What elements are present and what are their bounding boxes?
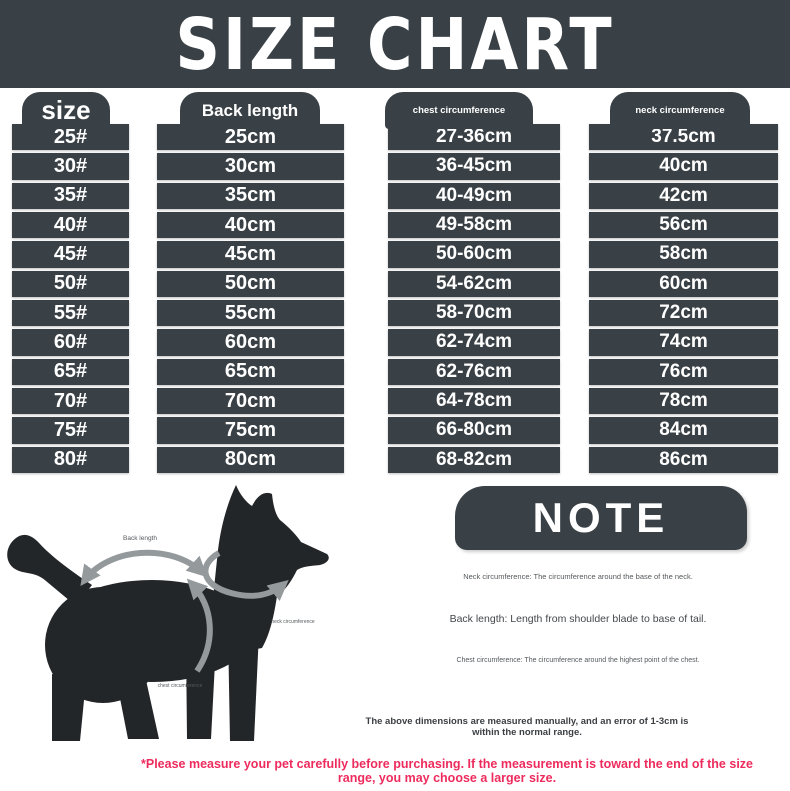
neck-circumference-cell: 56cm	[589, 211, 778, 239]
size-cell: 60#	[12, 329, 129, 356]
diagram-chest-circumference-label: chest circumference	[158, 683, 203, 689]
back-length-cell: 60cm	[157, 329, 344, 356]
back-length-cell: 50cm	[157, 270, 344, 297]
size-cell: 65#	[12, 358, 129, 385]
column-header-size: size	[22, 92, 110, 129]
chest-circumference-cell: 40-49cm	[388, 182, 560, 209]
size-column: 25# 30# 35# 40# 45# 50# 55# 60# 65# 70# …	[12, 124, 129, 473]
back-length-cell: 35cm	[157, 182, 344, 209]
chest-circumference-cell: 66-80cm	[388, 417, 560, 444]
neck-circumference-cell: 84cm	[589, 417, 778, 444]
chest-circumference-cell: 54-62cm	[388, 270, 560, 297]
column-header-size-label: size	[41, 95, 91, 125]
chest-circumference-cell: 62-74cm	[388, 329, 560, 356]
note-neck-circumference-line: Neck circumference: The circumference ar…	[463, 572, 693, 581]
note-tolerance-line: The above dimensions are measured manual…	[365, 716, 689, 738]
chest-circumference-cell: 49-58cm	[388, 211, 560, 239]
neck-circumference-cell: 58cm	[589, 241, 778, 268]
measure-warning-text: *Please measure your pet carefully befor…	[141, 757, 753, 785]
note-back-length-line: Back length: Length from shoulder blade …	[449, 613, 707, 625]
size-cell: 50#	[12, 270, 129, 297]
note-panel: NOTE	[455, 486, 747, 550]
neck-circumference-cell: 76cm	[589, 358, 778, 385]
measurement-arrows	[80, 549, 289, 673]
back-length-arrow	[80, 549, 208, 586]
dog-measurement-diagram: Back length neck circumference chest cir…	[7, 485, 329, 741]
note-chest-circumference-line: Chest circumference: The circumference a…	[456, 657, 700, 664]
chest-circumference-cell: 58-70cm	[388, 299, 560, 327]
neck-circumference-cell: 86cm	[589, 446, 778, 473]
neck-circumference-cell: 78cm	[589, 387, 778, 415]
size-cell: 40#	[12, 211, 129, 239]
back-length-cell: 55cm	[157, 299, 344, 327]
diagram-back-length-label: Back length	[123, 535, 157, 542]
column-header-back-length: Back length	[180, 92, 320, 129]
column-header-neck-circumference-label: neck circumference	[635, 105, 725, 116]
chest-circumference-cell: 68-82cm	[388, 446, 560, 473]
note-title: NOTE	[532, 494, 670, 541]
size-cell: 70#	[12, 387, 129, 415]
size-cell: 80#	[12, 446, 129, 473]
neck-circumference-cell: 42cm	[589, 182, 778, 209]
back-length-cell: 70cm	[157, 387, 344, 415]
size-cell: 75#	[12, 417, 129, 444]
neck-circumference-cell: 74cm	[589, 329, 778, 356]
back-length-cell: 40cm	[157, 211, 344, 239]
neck-circumference-cell: 40cm	[589, 153, 778, 180]
neck-circumference-column: 37.5cm 40cm 42cm 56cm 58cm 60cm 72cm 74c…	[589, 124, 778, 473]
back-length-cell: 75cm	[157, 417, 344, 444]
size-cell: 30#	[12, 153, 129, 180]
neck-circumference-cell: 60cm	[589, 270, 778, 297]
title-band: SIZE CHART	[0, 0, 790, 88]
chest-circumference-cell: 64-78cm	[388, 387, 560, 415]
column-header-chest-circumference-label: chest circumference	[412, 105, 506, 116]
column-header-neck-circumference: neck circumference	[610, 92, 750, 129]
chest-circumference-cell: 27-36cm	[388, 124, 560, 151]
chest-circumference-cell: 50-60cm	[388, 241, 560, 268]
diagram-neck-circumference-label: neck circumference	[271, 619, 315, 625]
size-cell: 55#	[12, 299, 129, 327]
chest-circumference-cell: 36-45cm	[388, 153, 560, 180]
column-header-back-length-label: Back length	[201, 100, 299, 120]
neck-circumference-arrow	[202, 550, 289, 602]
back-length-cell: 80cm	[157, 446, 344, 473]
back-length-cell: 30cm	[157, 153, 344, 180]
back-length-column: 25cm 30cm 35cm 40cm 45cm 50cm 55cm 60cm …	[157, 124, 344, 473]
column-header-chest-circumference: chest circumference	[385, 92, 533, 129]
size-cell: 35#	[12, 182, 129, 209]
chest-circumference-column: 27-36cm 36-45cm 40-49cm 49-58cm 50-60cm …	[388, 124, 560, 473]
back-length-cell: 65cm	[157, 358, 344, 385]
dog-silhouette	[7, 485, 329, 741]
chest-circumference-cell: 62-76cm	[388, 358, 560, 385]
back-length-cell: 45cm	[157, 241, 344, 268]
page-title: SIZE CHART	[175, 2, 615, 86]
chest-circumference-arrow	[186, 578, 213, 673]
neck-circumference-cell: 72cm	[589, 299, 778, 327]
size-cell: 45#	[12, 241, 129, 268]
